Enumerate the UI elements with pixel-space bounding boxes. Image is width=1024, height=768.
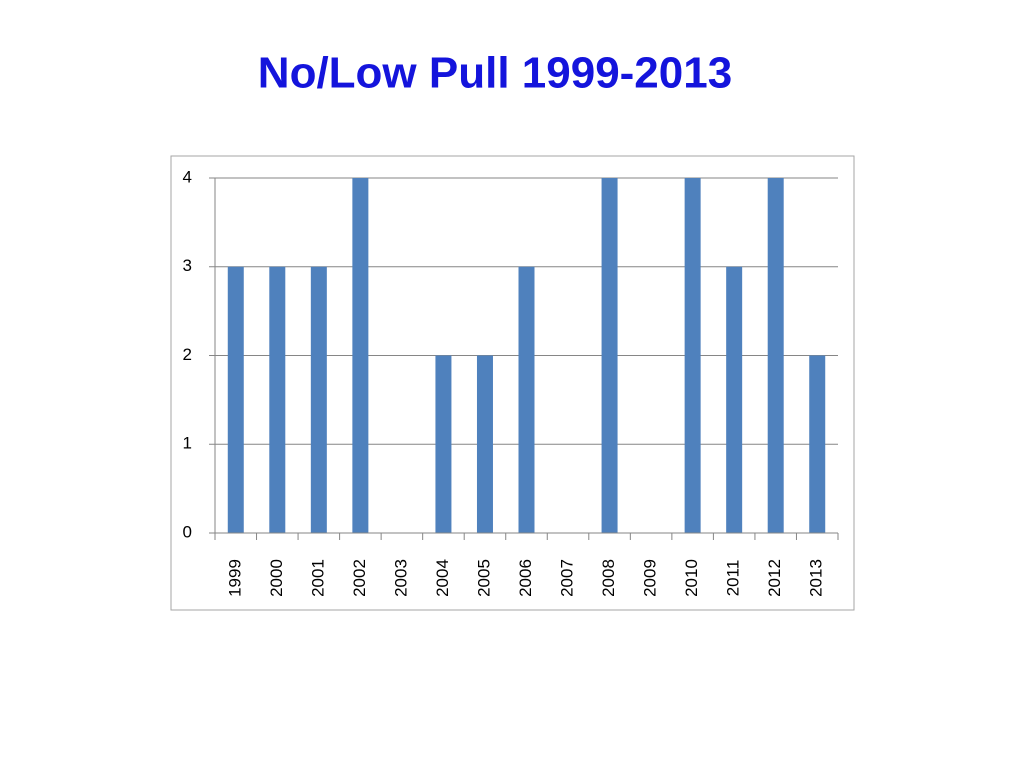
bar (476, 355, 493, 533)
x-tick-label: 2012 (765, 559, 784, 597)
x-tick-label: 2001 (308, 559, 327, 597)
x-tick-label: 2010 (682, 559, 701, 597)
bar (227, 266, 244, 533)
x-tick-label: 2011 (724, 560, 743, 597)
bar (726, 266, 743, 533)
y-tick-label: 4 (183, 167, 192, 186)
bar (352, 178, 369, 533)
x-tick-label: 2007 (558, 559, 577, 597)
bar (767, 178, 784, 533)
x-tick-label: 2009 (641, 559, 660, 597)
chart-title: No/Low Pull 1999-2013 (258, 49, 732, 98)
x-tick-label: 2013 (807, 559, 826, 597)
x-tick-label: 2008 (599, 559, 618, 597)
x-tick-label: 2006 (516, 559, 535, 597)
x-tick-label: 1999 (225, 559, 244, 597)
bar (684, 178, 701, 533)
bar (601, 178, 618, 533)
chart-frame (170, 155, 855, 611)
x-tick-label: 2000 (267, 559, 286, 597)
y-tick-label: 0 (183, 522, 192, 541)
bar (435, 355, 452, 533)
y-tick-label: 1 (183, 434, 192, 453)
x-tick-label: 2003 (391, 559, 410, 597)
bar (269, 266, 286, 533)
x-tick-label: 2004 (433, 559, 452, 597)
y-tick-label: 3 (183, 256, 192, 275)
bar (310, 266, 327, 533)
y-tick-label: 2 (183, 345, 192, 364)
x-tick-label: 2005 (474, 559, 493, 597)
x-tick-label: 2002 (350, 559, 369, 597)
bar (809, 355, 826, 533)
bar (518, 266, 535, 533)
